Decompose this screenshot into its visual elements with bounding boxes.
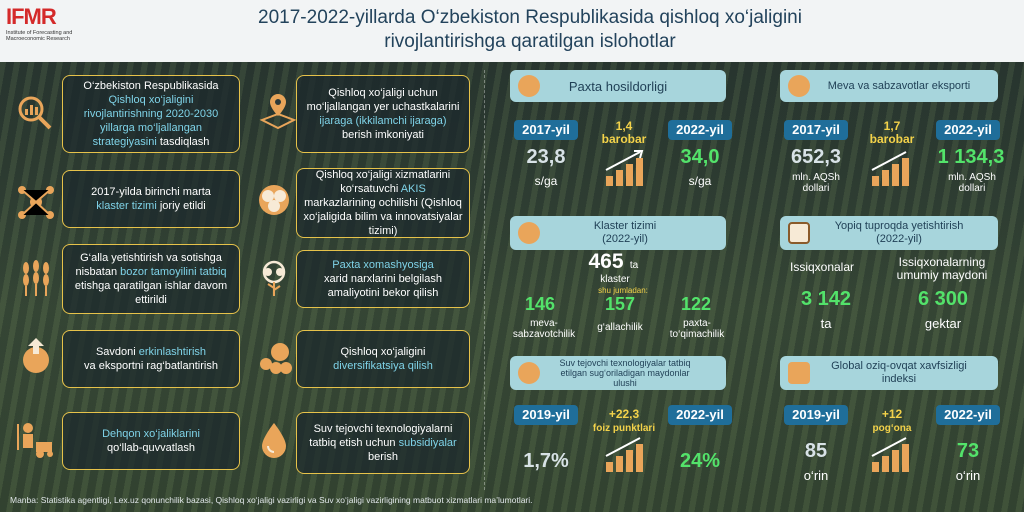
source-note: Manba: Statistika agentligi, Lex.uz qonu… (10, 495, 533, 505)
reform-card-strategy: O‘zbekiston Respublikasida Qishloq xo‘jal… (62, 75, 240, 153)
food-security-header: Global oziq-ovqat xavfsizligi indeksi (780, 356, 998, 390)
fruit-value-end: 1 134,3 (937, 146, 1005, 168)
reform-card-trade: Savdoni erkinlashtirish va eksportni rag‘… (62, 330, 240, 388)
cotton-year-end: 2022-yil (668, 120, 732, 140)
water-value-end: 24% (679, 450, 721, 472)
header-bar: IFMR Institute of Forecasting and Macroe… (0, 0, 1024, 62)
reform-card-diversification: Qishloq xo‘jaligini diversifikatsiya qili… (296, 330, 470, 388)
greenhouse-header: Yopiq tuproqda yetishtirish (2022-yil) (780, 216, 998, 250)
water-change: +22,3 foiz punktlari (592, 407, 656, 435)
plant-icon (518, 75, 540, 97)
fruit-basket-icon (788, 75, 810, 97)
water-header: Suv tejovchi texnologiyalar tatbiq etilg… (510, 356, 726, 390)
cluster-icon (518, 222, 540, 244)
greenhouse-icon (788, 222, 810, 244)
water-year-start: 2019-yil (514, 405, 578, 425)
divider (484, 70, 486, 490)
reform-card-water-subsidies: Suv tejovchi texnologiyalarni tatbiq eti… (296, 412, 470, 474)
cotton-value-start: 23,8 (526, 146, 566, 168)
cotton-ratio: 1,4 barobar (601, 119, 647, 146)
greenhouse-count: 3 142 (800, 288, 852, 310)
reform-card-lease: Qishloq xo‘jaligi uchun mo‘ljallangan ye… (296, 75, 470, 153)
growth-chart-icon (605, 437, 643, 472)
growth-chart-icon (871, 151, 909, 186)
cluster-fruit-value: 146 (524, 294, 556, 314)
cluster-cotton-value: 122 (680, 294, 712, 314)
food-rank-start: 85 (804, 440, 828, 462)
cluster-header: Klaster tizimi (2022-yil) (510, 216, 726, 250)
growth-chart-icon (871, 437, 909, 472)
fruit-ratio: 1,7 barobar (869, 119, 915, 146)
fruit-year-start: 2017-yil (784, 120, 848, 140)
food-rank-end: 73 (956, 440, 980, 462)
cotton-plant-icon (262, 260, 286, 296)
globe-export-icon (23, 338, 49, 373)
reform-card-grain: G‘alla yetishtirish va sotishga nisbatan… (62, 244, 240, 314)
water-year-end: 2022-yil (668, 405, 732, 425)
fruit-value-start: 652,3 (790, 146, 842, 168)
search-chart-icon (18, 96, 52, 130)
water-value-start: 1,7% (523, 450, 569, 472)
farmer-icon (17, 423, 53, 458)
cluster-total: 465 (588, 250, 624, 273)
reform-card-cotton-price: Paxta xomashyosiga xarid narxlarini belgi… (296, 250, 470, 308)
reform-card-akis: Qishloq xo‘jaligi xizmatlarini ko‘rsatuv… (296, 168, 470, 238)
reform-card-cluster: 2017-yilda birinchi marta klaster tizimi … (62, 170, 240, 228)
water-drop-icon (262, 423, 286, 458)
page-title: 2017-2022-yillarda O‘zbekiston Respublik… (258, 7, 802, 52)
cotton-year-start: 2017-yil (514, 120, 578, 140)
fruits-icon (260, 343, 292, 374)
food-change: +12 pog‘ona (872, 407, 912, 435)
cotton-yield-header: Paxta hosildorligi (510, 70, 726, 102)
fruit-year-end: 2022-yil (936, 120, 1000, 140)
cluster-grain-value: 157 (604, 294, 636, 314)
cotton-value-end: 34,0 (680, 146, 720, 168)
water-drop-badge-icon (518, 362, 540, 384)
food-year-end: 2022-yil (936, 405, 1000, 425)
wheat-icon (23, 260, 49, 296)
fruit-export-header: Meva va sabzavotlar eksporti (780, 70, 998, 102)
growth-chart-icon (605, 150, 644, 186)
ifmr-logo: IFMR Institute of Forecasting and Macroe… (6, 4, 73, 42)
greenhouse-area: 6 300 (917, 288, 969, 310)
cotton-ball-icon (259, 185, 289, 215)
food-year-start: 2019-yil (784, 405, 848, 425)
shield-icon (788, 362, 810, 384)
reform-card-farmers: Dehqon xo‘jaliklarini qo‘llab-quvvatlash (62, 412, 240, 470)
land-plot-icon (259, 94, 297, 130)
cluster-network-icon (18, 186, 54, 219)
